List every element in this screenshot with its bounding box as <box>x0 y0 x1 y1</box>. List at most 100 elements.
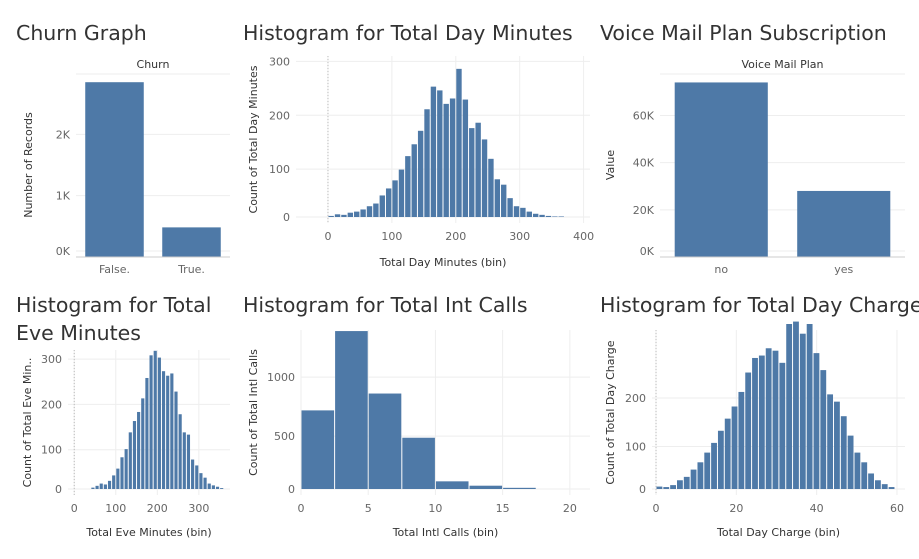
bar-evemin-14 <box>149 355 153 489</box>
bar-vmail-0 <box>674 82 768 257</box>
bar-evemin-13 <box>145 377 149 489</box>
x-tick-label: 60 <box>890 502 904 515</box>
y-tick-label: 0K <box>640 245 655 258</box>
bar-evemin-31 <box>220 488 224 489</box>
bar-evemin-22 <box>182 432 186 489</box>
bar-daymin-27 <box>501 184 507 217</box>
chart-vmail <box>660 73 905 258</box>
panel-intl: Histogram for Total Int Calls <box>243 293 528 317</box>
x-tick-label: 100 <box>105 502 126 515</box>
chart-title-vmail: Voice Mail Plan Subscription <box>600 21 887 45</box>
y-axis-label-daymin: Count of Total Day Minutes <box>247 65 260 213</box>
bar-daycharge-28 <box>847 435 854 489</box>
y-tick-label: 0 <box>639 483 646 496</box>
bar-evemin-19 <box>170 373 174 489</box>
bar-daymin-36 <box>558 216 564 217</box>
y-axis-label-evemin: Count of Total Eve Min.. <box>21 358 34 488</box>
bar-vmail-1 <box>797 190 891 257</box>
bar-daymin-20 <box>456 68 462 218</box>
bar-daycharge-10 <box>724 418 731 489</box>
bar-daycharge-16 <box>765 348 772 489</box>
bar-daymin-33 <box>539 214 545 217</box>
bar-intl-5 <box>469 485 503 489</box>
bar-daymin-7 <box>373 203 379 217</box>
bar-evemin-26 <box>199 473 203 489</box>
x-tick-label: 400 <box>573 230 594 243</box>
bar-daycharge-2 <box>670 485 676 489</box>
x-tick-label: 0 <box>653 502 660 515</box>
x-tick-label: 20 <box>729 502 743 515</box>
bar-evemin-4 <box>107 480 112 489</box>
bar-intl-3 <box>402 437 435 489</box>
bar-daymin-25 <box>488 158 494 217</box>
x-tick-label: 100 <box>381 230 402 243</box>
bar-daycharge-31 <box>868 473 874 489</box>
x-axis-label-daymin: Total Day Minutes (bin) <box>379 256 507 269</box>
bar-evemin-17 <box>161 371 166 489</box>
bar-daycharge-12 <box>738 391 745 489</box>
bar-daycharge-22 <box>806 324 813 489</box>
bar-intl-2 <box>368 393 402 489</box>
bar-daymin-18 <box>443 103 449 217</box>
bar-daymin-26 <box>494 179 501 217</box>
panel-churn: Churn Graph <box>0 0 230 290</box>
bar-daycharge-3 <box>676 480 683 489</box>
y-tick-label: 2K <box>56 128 71 141</box>
bar-evemin-6 <box>116 468 120 489</box>
bar-evemin-16 <box>157 357 161 489</box>
x-tick-label: 200 <box>445 230 466 243</box>
x-tick-label: 20 <box>563 502 577 515</box>
bar-evemin-24 <box>191 459 195 489</box>
bar-daymin-1 <box>334 214 341 217</box>
x-axis-label-daycharge: Total Day Charge (bin) <box>716 526 840 539</box>
panel-daymin: Histogram for Total Day Minutes <box>0 0 600 290</box>
bar-daymin-14 <box>417 130 424 217</box>
bar-daycharge-4 <box>683 476 690 489</box>
x-axis-label-evemin: Total Eve Minutes (bin) <box>85 526 211 539</box>
bar-evemin-5 <box>112 475 116 489</box>
bar-churn-1 <box>162 227 221 257</box>
bar-churn-0 <box>85 82 144 257</box>
x-tick-label: 200 <box>147 502 168 515</box>
x-tick-label: 0 <box>324 230 331 243</box>
y-tick-label: 200 <box>269 109 290 122</box>
bar-daymin-22 <box>469 128 475 217</box>
bar-daycharge-19 <box>786 324 793 489</box>
y-tick-label: 0K <box>56 245 71 258</box>
bar-daycharge-34 <box>888 487 895 489</box>
bar-daymin-12 <box>405 156 411 217</box>
bar-daycharge-32 <box>874 480 881 489</box>
x-tick-label: 5 <box>365 502 372 515</box>
chart-header-churn: Churn <box>137 58 170 71</box>
bar-daymin-2 <box>341 214 347 217</box>
bar-evemin-15 <box>153 350 157 489</box>
chart-header-vmail: Voice Mail Plan <box>741 58 823 71</box>
bar-daymin-9 <box>385 188 392 217</box>
y-axis-label-vmail: Value <box>604 150 617 180</box>
x-category-label: yes <box>834 263 853 276</box>
bar-daycharge-6 <box>697 462 704 489</box>
bar-daycharge-15 <box>758 355 765 489</box>
bar-daycharge-26 <box>834 401 840 489</box>
bar-daymin-24 <box>481 139 488 217</box>
bar-evemin-9 <box>128 432 132 489</box>
bar-evemin-25 <box>195 465 199 489</box>
bar-daymin-34 <box>545 215 552 217</box>
bar-evemin-28 <box>207 483 211 489</box>
bar-daymin-23 <box>475 122 481 217</box>
bar-evemin-10 <box>132 421 137 489</box>
bar-intl-4 <box>435 481 469 489</box>
x-tick-label: 40 <box>810 502 824 515</box>
bar-daycharge-21 <box>799 333 806 489</box>
chart-intl <box>300 330 590 495</box>
bar-evemin-12 <box>141 398 145 489</box>
y-tick-label: 200 <box>41 398 62 411</box>
chart-title-daymin: Histogram for Total Day Minutes <box>243 21 573 45</box>
bar-daymin-11 <box>398 169 405 217</box>
bar-evemin-11 <box>137 411 141 489</box>
bar-evemin-27 <box>203 477 207 489</box>
bar-daymin-16 <box>430 86 437 217</box>
bar-daycharge-18 <box>779 362 786 489</box>
